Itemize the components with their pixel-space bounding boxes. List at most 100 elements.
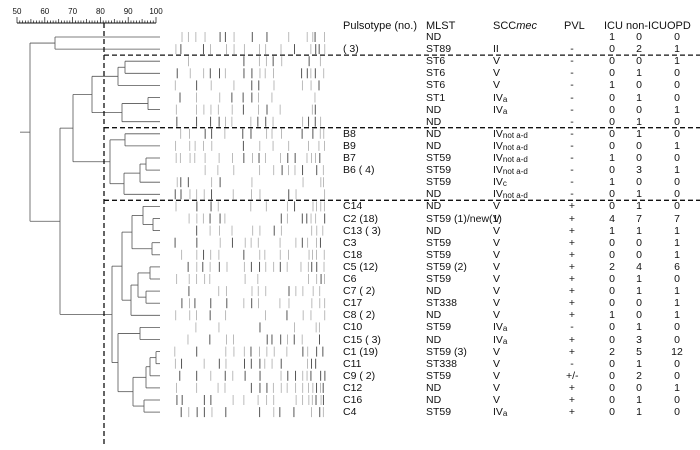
- opd-count: 1: [674, 43, 680, 56]
- non-icu-count: 0: [636, 309, 642, 322]
- sccmec-type: V: [493, 79, 501, 92]
- non-icu-count: 2: [636, 369, 642, 382]
- sccmec-subtype: a: [502, 106, 508, 116]
- sccmec-cell: IVnot a-d: [493, 140, 528, 154]
- header-non-icu: non-ICU: [626, 20, 667, 32]
- icu-count: 0: [609, 321, 615, 334]
- icu-count: 0: [609, 236, 615, 249]
- pvl-cell: -: [570, 152, 574, 164]
- sccmec-cell: V: [493, 285, 500, 297]
- pvl-cell: -: [570, 127, 574, 140]
- icu-count: 0: [609, 103, 615, 116]
- dendrogram-tree: [20, 36, 160, 413]
- opd-count: 1: [674, 285, 680, 298]
- sccmec-type: IV: [493, 406, 503, 419]
- sccmec-cell: V: [493, 273, 500, 285]
- non-icu-count: 0: [636, 79, 642, 92]
- mlst-cell: ND: [426, 188, 442, 201]
- opd-count: 7: [674, 212, 680, 225]
- sccmec-type: V: [493, 200, 501, 213]
- opd-count: 0: [674, 79, 680, 92]
- pvl-cell: -: [570, 103, 574, 116]
- pvl-cell: -: [570, 188, 574, 201]
- sccmec-cell: V: [493, 249, 500, 261]
- sccmec-cell: IVnot a-d: [493, 164, 528, 178]
- mlst-cell: ND: [426, 127, 442, 140]
- header-scc-suffix: mec: [516, 20, 538, 32]
- mlst-cell: ST6: [426, 55, 446, 68]
- icu-count: 2: [609, 260, 615, 273]
- icu-count: 0: [609, 273, 615, 285]
- icu-count: 0: [609, 248, 615, 261]
- icu-count: 1: [609, 79, 615, 92]
- icu-count: 0: [609, 406, 615, 419]
- opd-count: 0: [674, 406, 680, 419]
- sccmec-cell: V: [493, 79, 500, 91]
- scale-tick-label: 80: [96, 7, 105, 16]
- sccmec-cell: V: [493, 394, 500, 406]
- opd-count: 0: [674, 91, 680, 104]
- mlst-cell: ST59: [426, 406, 452, 419]
- mlst-cell: ST59: [426, 273, 452, 285]
- mlst-cell: ST59: [426, 176, 452, 189]
- mlst-cell: ND: [426, 333, 442, 346]
- sccmec-subtype: not a-d: [502, 142, 528, 152]
- pvl-cell: +: [568, 285, 576, 298]
- icu-count: 0: [609, 381, 615, 394]
- mlst-cell: ST6: [426, 79, 446, 92]
- sccmec-subtype: a: [502, 336, 508, 346]
- sccmec-subtype: not a-d: [502, 167, 528, 177]
- pulsotype-cell: B7: [343, 152, 356, 164]
- header-mlst: MLST: [426, 20, 456, 32]
- header-pulsotype: Pulsotype (no.): [343, 20, 417, 32]
- scale-tick-label: 100: [149, 7, 163, 16]
- icu-count: 0: [609, 67, 615, 80]
- non-icu-count: 4: [636, 260, 642, 273]
- pulsotype-cell: C7 ( 2): [343, 285, 376, 298]
- icu-count: 0: [609, 188, 615, 201]
- pulsotype-cell: C2 (18): [343, 212, 379, 225]
- pulsotype-cell: C6: [343, 273, 357, 285]
- non-icu-count: 0: [636, 381, 642, 394]
- icu-count: 1: [609, 152, 615, 164]
- opd-count: 1: [674, 381, 680, 394]
- non-icu-count: 0: [636, 176, 642, 189]
- icu-count: 1: [609, 309, 615, 322]
- mlst-cell: ST59: [426, 236, 452, 249]
- sccmec-subtype: a: [502, 324, 508, 334]
- non-icu-count: 7: [636, 212, 642, 225]
- sccmec-cell: IVa: [493, 406, 507, 420]
- sccmec-type: IV: [493, 333, 503, 346]
- opd-count: 1: [674, 55, 680, 68]
- sccmec-cell: V: [493, 358, 500, 370]
- pvl-cell: +: [568, 394, 576, 406]
- scale-tick-label: 60: [40, 7, 49, 16]
- pulsotype-cell: C17: [343, 297, 363, 310]
- pvl-cell: +: [568, 381, 576, 394]
- icu-count: 1: [609, 176, 615, 189]
- non-icu-count: 0: [636, 55, 642, 68]
- opd-count: 1: [674, 236, 680, 249]
- sccmec-type: IV: [493, 91, 503, 104]
- mlst-cell: ST1: [426, 91, 446, 104]
- icu-count: 0: [609, 55, 615, 68]
- sccmec-cell: V: [493, 309, 500, 321]
- mlst-cell: ND: [426, 381, 442, 394]
- sccmec-type: V: [493, 224, 501, 237]
- opd-count: 1: [674, 297, 680, 310]
- non-icu-count: 3: [636, 164, 642, 177]
- sccmec-type: IV: [493, 164, 503, 177]
- non-icu-count: 0: [636, 139, 642, 152]
- non-icu-count: 1: [636, 188, 642, 201]
- sccmec-type: V: [493, 260, 501, 273]
- non-icu-count: 5: [636, 345, 642, 358]
- pvl-cell: +: [568, 309, 576, 322]
- opd-count: 0: [674, 115, 680, 128]
- opd-count: 0: [674, 357, 680, 370]
- opd-count: 1: [674, 164, 680, 177]
- opd-count: 0: [674, 152, 680, 164]
- mlst-cell: ST59: [426, 369, 452, 382]
- icu-count: 0: [609, 369, 615, 382]
- pulsotype-cell: C9 ( 2): [343, 369, 376, 382]
